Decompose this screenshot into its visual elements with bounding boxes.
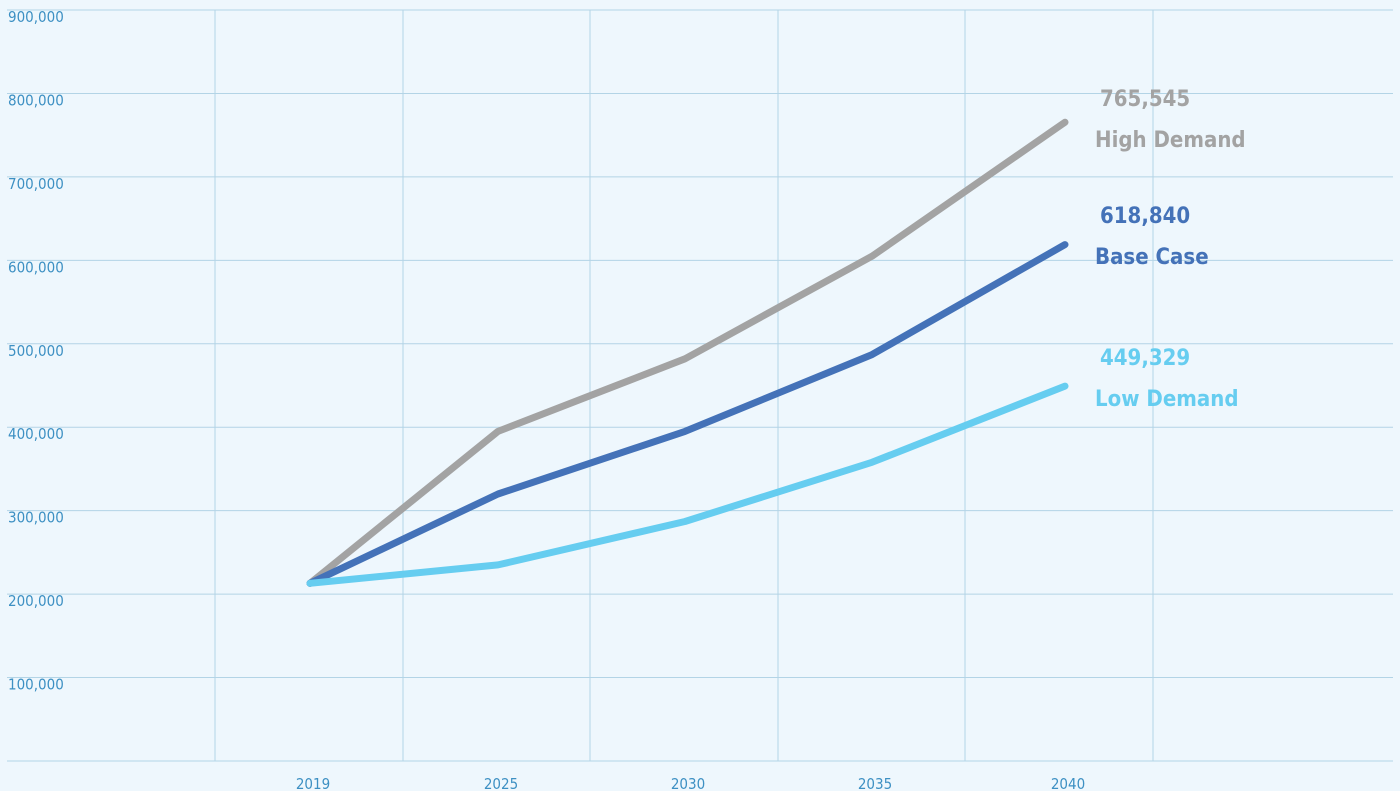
y-tick-label: 100,000 <box>8 676 64 694</box>
series-line-low-demand <box>306 382 1069 587</box>
series-name-label: Base Case <box>1095 245 1209 270</box>
y-tick-label: 400,000 <box>8 425 64 443</box>
series-name-label: Low Demand <box>1095 387 1238 412</box>
y-tick-label: 600,000 <box>8 258 64 276</box>
y-tick-label: 500,000 <box>8 342 64 360</box>
y-tick-label: 900,000 <box>8 8 64 26</box>
y-tick-label: 800,000 <box>8 91 64 109</box>
x-tick-label: 2040 <box>1051 775 1085 791</box>
x-tick-label: 2030 <box>671 775 705 791</box>
x-tick-label: 2035 <box>858 775 892 791</box>
y-tick-label: 300,000 <box>8 509 64 527</box>
series-end-value-label: 618,840 <box>1100 204 1190 229</box>
series-line-base-case <box>306 241 1069 587</box>
series-line-high-demand <box>306 118 1069 587</box>
series-end-value-label: 449,329 <box>1100 346 1190 371</box>
series-layer <box>306 118 1069 587</box>
label-layer: 100,000 200,000 300,000 400,000 500,000 600,0… <box>8 8 1246 791</box>
x-tick-label: 2019 <box>296 775 330 791</box>
grid-layer <box>7 9 1393 762</box>
y-tick-label: 700,000 <box>8 175 64 193</box>
series-name-label: High Demand <box>1095 128 1246 153</box>
series-end-value-label: 765,545 <box>1100 87 1190 112</box>
x-tick-label: 2025 <box>484 775 518 791</box>
y-tick-label: 200,000 <box>8 592 64 610</box>
